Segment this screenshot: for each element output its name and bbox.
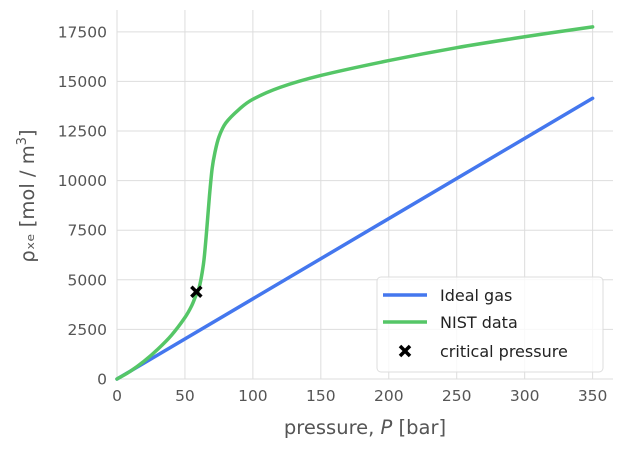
y-axis-label-main: ρₓₑ [mol / m — [16, 145, 39, 262]
x-tick-label: 150 — [306, 387, 336, 405]
y-tick-label: 17500 — [58, 23, 107, 41]
x-axis-label-suffix: [bar] — [392, 416, 446, 439]
series-nist-data-line — [115, 25, 595, 381]
y-tick-label: 10000 — [58, 172, 107, 190]
x-tick-label: 250 — [442, 387, 472, 405]
x-tick-label: 350 — [578, 387, 608, 405]
series-layer — [115, 25, 595, 381]
y-tick-label: 12500 — [58, 123, 107, 141]
x-tick-label: 300 — [510, 387, 540, 405]
y-tick-labels: 0 2500 5000 7500 10000 12500 15000 17500 — [58, 23, 107, 388]
y-axis-label-close: ] — [16, 129, 39, 137]
x-tick-label: 200 — [374, 387, 404, 405]
x-tick-label: 100 — [238, 387, 268, 405]
x-axis-label-prefix: pressure, — [284, 416, 381, 439]
x-tick-label: 50 — [175, 387, 195, 405]
legend-critical-pressure-marker — [398, 344, 412, 358]
legend-box — [376, 276, 604, 373]
y-axis-label-exponent: 3 — [15, 137, 30, 145]
y-tick-label: 15000 — [58, 73, 107, 91]
y-tick-label: 7500 — [68, 222, 107, 240]
legend-nist-data-label: NIST data — [440, 313, 518, 332]
series-ideal-gas-line — [115, 96, 595, 381]
y-tick-label: 0 — [97, 371, 107, 389]
y-axis-label: ρₓₑ [mol / m3] — [15, 129, 39, 262]
legend: Ideal gas NIST data critical pressure — [376, 276, 604, 373]
x-axis-label: pressure, P [bar] — [284, 416, 446, 439]
x-tick-label: 0 — [112, 387, 122, 405]
legend-critical-pressure-label: critical pressure — [440, 342, 568, 361]
y-tick-label: 2500 — [68, 321, 107, 339]
marker-layer — [190, 285, 203, 298]
y-tick-label: 5000 — [68, 271, 107, 289]
legend-ideal-gas-label: Ideal gas — [440, 286, 512, 305]
x-tick-labels: 0 50 100 150 200 250 300 350 — [112, 387, 607, 405]
critical-pressure-marker — [190, 285, 203, 298]
x-axis-label-var: P — [381, 416, 393, 439]
